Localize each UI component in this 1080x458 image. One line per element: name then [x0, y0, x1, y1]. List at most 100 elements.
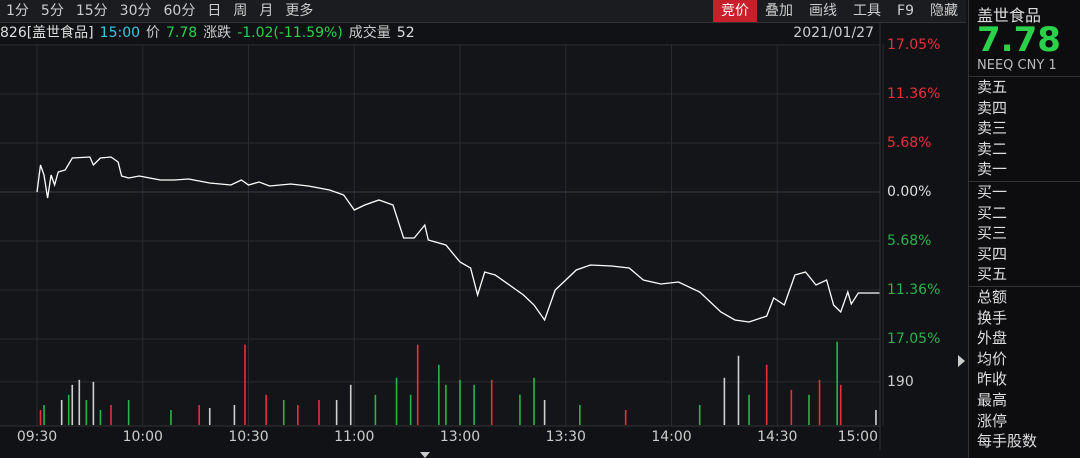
stats-row: 昨收	[977, 370, 1008, 389]
tool-tab[interactable]: 叠加	[765, 3, 794, 19]
x-tick-label: 11:00	[334, 429, 374, 445]
volume-bar	[395, 377, 398, 425]
period-tab[interactable]: 15分	[75, 3, 108, 19]
buy-row: 买五	[977, 265, 1008, 284]
volume-bar	[790, 389, 793, 425]
volume-bar	[99, 410, 102, 425]
volume-bar	[67, 394, 70, 425]
volume-bar	[282, 400, 285, 425]
buy-row: 买二	[977, 203, 1008, 222]
sell-row: 卖四	[977, 98, 1008, 117]
info-line: 826[盖世食品] 15:00 价 7.78 涨跌 -1.02(-11.59%) 成交量 52…	[0, 23, 966, 43]
tool-tab[interactable]: F9	[897, 3, 914, 19]
volume-bar	[519, 394, 521, 425]
buy-levels: 买一 买二 买三 买四 买五	[969, 181, 1080, 285]
y-tick-label: 0.00%	[887, 184, 931, 200]
volume-bar	[110, 405, 112, 425]
tool-tab[interactable]: 工具	[853, 3, 882, 19]
stats-row: 总额	[977, 288, 1008, 306]
y-tick-label: 11.36%	[887, 86, 940, 102]
x-tick-label: 14:00	[651, 429, 691, 445]
volume-bar	[335, 400, 338, 425]
volume-bar	[60, 400, 63, 425]
x-tick-label: 14:30	[757, 429, 797, 445]
stats-row: 最高	[977, 390, 1008, 409]
tool-tabs: 竞价 叠加 画线 工具 F9 隐藏	[713, 0, 966, 22]
volume-bar	[533, 377, 535, 425]
sell-levels: 卖五 卖四 卖三 卖二 卖一	[969, 76, 1080, 180]
y-tick-label: 5.68%	[887, 233, 931, 249]
volume-bar	[43, 405, 45, 425]
stock-name: 盖世食品	[977, 6, 1042, 25]
stats: 总额换手外盘 均价昨收 最高涨停每手股数	[969, 286, 1080, 452]
x-tick-label: 13:30	[546, 429, 586, 445]
x-tick-label: 09:30	[17, 429, 57, 445]
period-tab[interactable]: 5分	[40, 3, 64, 19]
stock-code: 826[盖世食品]	[0, 25, 94, 41]
volume-bar	[459, 379, 461, 425]
volume-bar	[737, 355, 740, 425]
chart: 09:30 10:00 10:30 11:00 13:00 13:30 14:00 14:30…	[0, 22, 965, 458]
period-tab[interactable]: 日	[207, 3, 222, 19]
volume-bar	[39, 410, 42, 425]
period-tab[interactable]: 更多	[285, 3, 314, 19]
volume-bar	[723, 377, 726, 425]
toolbar: 1分 5分 15分 30分 60分日周月更多 竞价 叠加 画线 工具 F9 隐藏	[0, 0, 966, 23]
y-tick-label: 17.05%	[887, 331, 940, 347]
period-tab[interactable]: 30分	[119, 3, 152, 19]
volume-bar	[490, 379, 493, 425]
volume-bar	[579, 405, 581, 425]
volume-bar	[839, 384, 842, 425]
stats-row: 每手股数	[977, 432, 1038, 451]
y-tick-label: 11.36%	[887, 282, 940, 298]
volume-bar	[297, 405, 299, 425]
volume-bar	[127, 400, 130, 425]
date: 2021/01/27	[793, 25, 874, 41]
scroll-arrow	[958, 355, 965, 367]
volume-bar	[78, 379, 81, 425]
period-tab[interactable]: 月	[259, 3, 274, 19]
price-label: 价	[146, 25, 161, 41]
scroll-arrow	[420, 452, 430, 458]
volume-bar	[765, 364, 768, 425]
volume-bar	[374, 394, 377, 425]
volume-bar	[473, 384, 475, 425]
volume-bar	[71, 384, 74, 425]
price: 7.78	[166, 25, 198, 41]
market: NEEQ CNY 1	[977, 58, 1057, 73]
sell-row: 卖三	[977, 119, 1008, 138]
stats-row: 涨停	[977, 411, 1008, 430]
period-tab[interactable]: 60分	[163, 3, 196, 19]
tool-tab[interactable]: 竞价	[713, 0, 758, 22]
volume-bar	[85, 400, 88, 425]
volume-bar	[265, 394, 267, 425]
period-tabs: 1分 5分 15分 30分 60分日周月更多	[0, 0, 319, 22]
x-tick-label: 13:00	[440, 429, 480, 445]
stats-row: 外盘	[977, 329, 1008, 348]
volume-bar	[349, 384, 352, 425]
quote-panel: 盖世食品 7.78 NEEQ CNY 1 卖五 卖四 卖三 卖二 卖一 买一 买二 买三 买四…	[968, 0, 1080, 458]
volume-bar	[698, 405, 701, 425]
stats-row: 换手	[977, 308, 1008, 327]
volume: 52	[396, 25, 415, 41]
volume-bar	[198, 405, 200, 425]
period-tab[interactable]: 周	[233, 3, 248, 19]
stats-row: 均价	[977, 349, 1008, 368]
price-line	[36, 156, 880, 323]
buy-row: 买四	[977, 244, 1008, 263]
period-tab[interactable]: 1分	[6, 3, 29, 19]
y-tick-label: 5.68%	[887, 135, 931, 151]
time: 15:00	[99, 25, 141, 41]
volume-bar	[818, 379, 821, 425]
volume-bar	[416, 344, 419, 425]
buy-row: 买一	[977, 183, 1008, 201]
tool-tab[interactable]: 画线	[809, 3, 838, 19]
sell-row: 卖一	[977, 160, 1008, 179]
volume-bar	[208, 407, 211, 425]
volume-bar	[875, 410, 877, 425]
sell-row: 卖二	[977, 139, 1008, 158]
volume-bar	[624, 410, 627, 425]
volume-bar	[92, 381, 95, 425]
tool-tab[interactable]: 隐藏	[930, 3, 958, 19]
